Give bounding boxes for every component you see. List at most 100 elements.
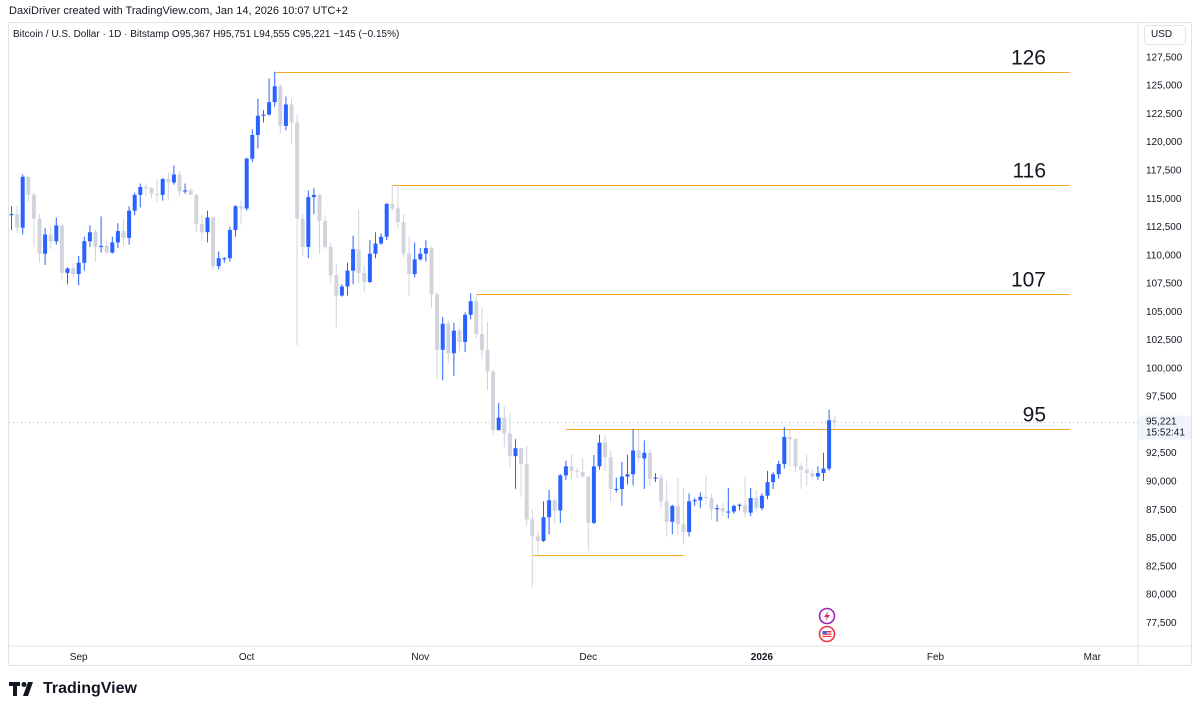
candle[interactable] bbox=[597, 434, 602, 470]
candle[interactable] bbox=[110, 236, 115, 254]
candle[interactable] bbox=[177, 171, 182, 197]
candle[interactable] bbox=[703, 475, 708, 505]
candle[interactable] bbox=[171, 165, 176, 185]
candle[interactable] bbox=[804, 455, 809, 486]
candle[interactable] bbox=[547, 490, 552, 535]
candle[interactable] bbox=[440, 317, 445, 381]
symbol-legend[interactable]: Bitcoin / U.S. Dollar · 1D · Bitstamp O9… bbox=[13, 29, 400, 40]
us-flag-event-icon[interactable] bbox=[818, 625, 836, 643]
candle[interactable] bbox=[54, 217, 59, 245]
candle[interactable] bbox=[239, 200, 244, 225]
candle[interactable] bbox=[300, 214, 305, 256]
candle[interactable] bbox=[339, 284, 344, 297]
candle[interactable] bbox=[782, 426, 787, 469]
candle[interactable] bbox=[82, 236, 87, 271]
candle[interactable] bbox=[754, 490, 759, 512]
price-axis[interactable]: 77,500 80,000 82,500 85,000 87,500 90,000 92,5… bbox=[1146, 52, 1183, 628]
candle[interactable] bbox=[519, 448, 524, 497]
candle[interactable] bbox=[295, 114, 300, 346]
candle[interactable] bbox=[395, 186, 400, 229]
candle[interactable] bbox=[418, 248, 423, 261]
candle[interactable] bbox=[121, 218, 126, 246]
candle[interactable] bbox=[244, 157, 249, 211]
candle[interactable] bbox=[563, 460, 568, 480]
candle[interactable] bbox=[827, 409, 832, 471]
tradingview-logo[interactable]: TradingView bbox=[9, 680, 137, 698]
candle[interactable] bbox=[99, 216, 104, 253]
candle[interactable] bbox=[9, 206, 14, 230]
candle[interactable] bbox=[104, 241, 109, 254]
candle[interactable] bbox=[334, 263, 339, 328]
candle[interactable] bbox=[496, 402, 501, 431]
candle[interactable] bbox=[166, 172, 171, 201]
candle[interactable] bbox=[278, 84, 283, 134]
candle[interactable] bbox=[479, 307, 484, 359]
candle[interactable] bbox=[463, 312, 468, 353]
candle[interactable] bbox=[586, 476, 591, 552]
candle[interactable] bbox=[183, 183, 188, 194]
candle[interactable] bbox=[65, 267, 70, 285]
candle[interactable] bbox=[216, 251, 221, 270]
candle[interactable] bbox=[43, 227, 48, 266]
candle[interactable] bbox=[199, 215, 204, 242]
candle[interactable] bbox=[155, 179, 160, 202]
candle[interactable] bbox=[743, 476, 748, 518]
candle[interactable] bbox=[524, 445, 529, 526]
candle[interactable] bbox=[575, 467, 580, 478]
candle[interactable] bbox=[625, 455, 630, 485]
candle[interactable] bbox=[194, 193, 199, 233]
candle[interactable] bbox=[771, 471, 776, 489]
candle[interactable] bbox=[642, 440, 647, 489]
candle[interactable] bbox=[233, 205, 238, 237]
candle[interactable] bbox=[37, 214, 42, 263]
candle[interactable] bbox=[815, 466, 820, 480]
candle[interactable] bbox=[48, 226, 53, 250]
candle[interactable] bbox=[132, 192, 137, 216]
candle[interactable] bbox=[289, 98, 294, 145]
candle[interactable] bbox=[255, 98, 260, 149]
candle[interactable] bbox=[631, 428, 636, 486]
candle[interactable] bbox=[765, 470, 770, 500]
candle[interactable] bbox=[698, 492, 703, 509]
candle[interactable] bbox=[687, 493, 692, 537]
candle[interactable] bbox=[412, 242, 417, 278]
candle[interactable] bbox=[558, 474, 563, 523]
candle[interactable] bbox=[373, 232, 378, 259]
candle[interactable] bbox=[513, 439, 518, 489]
candle[interactable] bbox=[535, 530, 540, 555]
candle[interactable] bbox=[737, 503, 742, 511]
candle[interactable] bbox=[93, 229, 98, 262]
candle[interactable] bbox=[670, 504, 675, 535]
candle[interactable] bbox=[474, 294, 479, 339]
candle[interactable] bbox=[726, 487, 731, 519]
candle[interactable] bbox=[810, 469, 815, 479]
candle[interactable] bbox=[647, 449, 652, 487]
candle[interactable] bbox=[715, 504, 720, 522]
candle[interactable] bbox=[636, 430, 641, 463]
candle[interactable] bbox=[435, 292, 440, 380]
candle[interactable] bbox=[76, 255, 81, 286]
candle[interactable] bbox=[367, 240, 372, 284]
candle[interactable] bbox=[328, 242, 333, 284]
candle[interactable] bbox=[614, 477, 619, 493]
candle[interactable] bbox=[26, 175, 31, 202]
candle[interactable] bbox=[776, 460, 781, 479]
candle[interactable] bbox=[759, 493, 764, 511]
candle[interactable] bbox=[250, 129, 255, 163]
candle[interactable] bbox=[211, 216, 216, 270]
candle[interactable] bbox=[653, 473, 658, 483]
candle[interactable] bbox=[115, 223, 120, 249]
candle[interactable] bbox=[821, 452, 826, 482]
candle[interactable] bbox=[491, 370, 496, 436]
candle[interactable] bbox=[401, 214, 406, 258]
candle[interactable] bbox=[429, 246, 434, 308]
candle[interactable] bbox=[832, 415, 837, 430]
candle[interactable] bbox=[127, 206, 132, 245]
candle[interactable] bbox=[188, 188, 193, 195]
candle[interactable] bbox=[793, 438, 798, 472]
candle[interactable] bbox=[748, 487, 753, 517]
candle[interactable] bbox=[20, 174, 25, 235]
time-axis[interactable]: Sep Oct Nov Dec 2026 Feb Mar bbox=[70, 652, 1102, 663]
candle[interactable] bbox=[530, 509, 535, 588]
